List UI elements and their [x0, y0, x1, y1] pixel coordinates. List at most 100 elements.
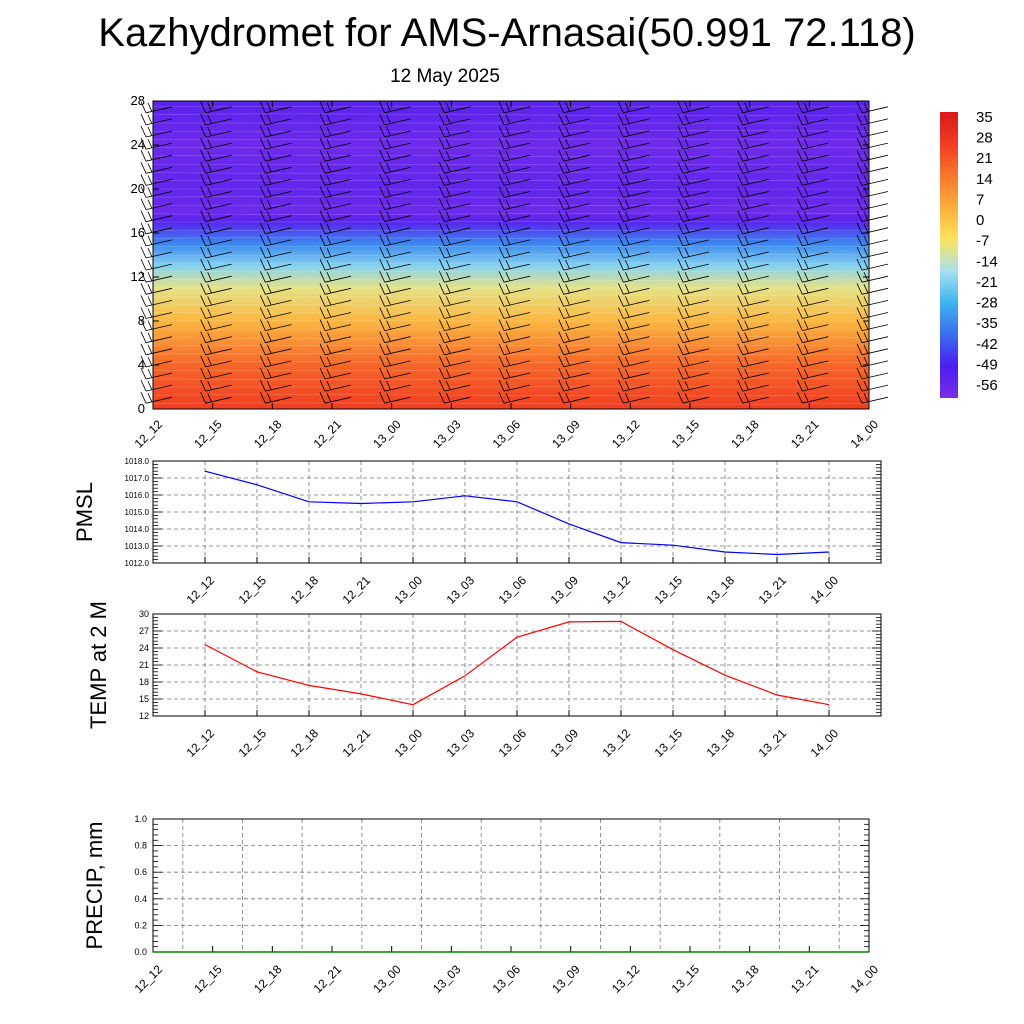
wind-barb: [796, 150, 829, 162]
x-tick-label: 12_15: [236, 726, 270, 760]
wind-barb: [677, 319, 710, 331]
wind-barb: [140, 283, 173, 295]
x-tick-label: 12_18: [251, 417, 285, 451]
wind-barb: [438, 234, 471, 247]
wind-barb: [617, 307, 650, 319]
wind-barb: [677, 125, 710, 138]
wind-barb: [200, 355, 232, 368]
x-tick-label: 13_18: [728, 417, 762, 451]
wind-barb: [796, 283, 829, 295]
x-tick-label: 12_12: [132, 962, 166, 996]
wind-barb: [558, 283, 590, 295]
x-tick-label: 12_21: [311, 417, 345, 451]
wind-barb: [379, 113, 411, 126]
wind-barb: [737, 113, 769, 126]
x-tick-label: 13_12: [609, 417, 643, 451]
x-tick-label: 12_18: [251, 962, 285, 996]
wind-barb: [677, 234, 710, 247]
wind-barb: [438, 210, 471, 223]
contour-line: [152, 345, 870, 347]
x-tick-label: 13_00: [370, 417, 404, 451]
wind-barb: [856, 258, 889, 271]
wind-barb: [558, 379, 590, 392]
wind-barb: [617, 234, 650, 247]
x-tick-label: 13_03: [444, 726, 478, 760]
wind-barb: [140, 162, 173, 174]
wind-barb: [856, 234, 889, 247]
x-tick-label: 12_15: [191, 417, 225, 451]
x-tick-label: 13_00: [392, 573, 426, 607]
wind-barb: [737, 379, 769, 392]
wind-barb: [438, 331, 471, 344]
y-tick-label: 15: [139, 694, 149, 704]
wind-barb: [498, 101, 531, 114]
pmsl-panel: 1012.0 1013.0 1014.0 1015.0 1016.0 1017.0 1018…: [72, 457, 882, 607]
wind-barb: [677, 150, 710, 162]
wind-barb: [438, 174, 471, 186]
wind-barb: [856, 392, 889, 404]
wind-barb: [737, 355, 769, 368]
wind-barb: [737, 307, 769, 319]
y-tick-label: 8: [138, 313, 145, 328]
wind-barb: [796, 271, 829, 283]
wind-barb: [796, 367, 829, 380]
wind-barb: [379, 125, 411, 138]
colorbar-label: -35: [976, 315, 998, 332]
contour-line: [152, 237, 870, 240]
wind-barb: [558, 367, 590, 380]
wind-barb: [677, 271, 710, 283]
wind-barb: [856, 162, 889, 174]
wind-barb: [438, 258, 471, 271]
wind-barb: [259, 150, 292, 162]
x-tick-label: 13_09: [548, 726, 582, 760]
wind-barb: [737, 331, 769, 344]
wind-barb: [677, 379, 710, 392]
wind-barb: [796, 258, 829, 271]
wind-barb: [677, 198, 710, 210]
wind-barb: [498, 174, 531, 186]
wind-barb: [737, 319, 769, 331]
wind-barb: [319, 379, 352, 392]
wind-barb: [319, 162, 352, 174]
wind-barb: [856, 307, 889, 319]
y-axis-label: PRECIP, mm: [82, 822, 107, 950]
wind-barb: [558, 150, 590, 162]
wind-barb: [617, 198, 650, 210]
wind-barb: [200, 379, 232, 392]
contour-line: [152, 171, 870, 174]
wind-barb: [438, 198, 471, 210]
wind-barb: [259, 186, 292, 198]
x-tick-label: 12_15: [191, 962, 225, 996]
wind-barb: [737, 367, 769, 380]
wind-barb: [796, 295, 829, 307]
wind-barb: [438, 125, 471, 138]
x-tick-label: 12_18: [288, 726, 322, 760]
wind-barb: [796, 234, 829, 247]
x-tick-label: 13_15: [652, 573, 686, 607]
wind-barb: [379, 210, 411, 223]
wind-barb: [200, 343, 232, 356]
wind-barb: [498, 198, 531, 210]
wind-barb: [677, 222, 710, 235]
x-tick-label: 12_21: [311, 962, 345, 996]
page-subtitle: 12 May 2025: [390, 66, 500, 87]
contour-line: [152, 336, 870, 339]
wind-barb: [319, 258, 352, 271]
wind-barb: [558, 355, 590, 368]
wind-barb: [856, 125, 889, 138]
wind-barb: [737, 222, 769, 235]
wind-barb: [259, 355, 292, 368]
wind-barb: [259, 331, 292, 344]
wind-barb: [617, 331, 650, 344]
x-tick-label: 13_21: [756, 726, 790, 760]
y-tick-label: 0: [138, 401, 145, 416]
wind-barb: [200, 210, 232, 223]
wind-barb: [140, 150, 173, 162]
x-tick-label: 13_18: [728, 962, 762, 996]
wind-barb: [379, 174, 411, 186]
x-tick-label: 12_12: [184, 573, 218, 607]
x-tick-label: 13_12: [600, 573, 634, 607]
y-tick-label: 1016.0: [125, 491, 150, 500]
x-tick-label: 13_21: [788, 417, 822, 451]
wind-barb: [379, 101, 411, 114]
